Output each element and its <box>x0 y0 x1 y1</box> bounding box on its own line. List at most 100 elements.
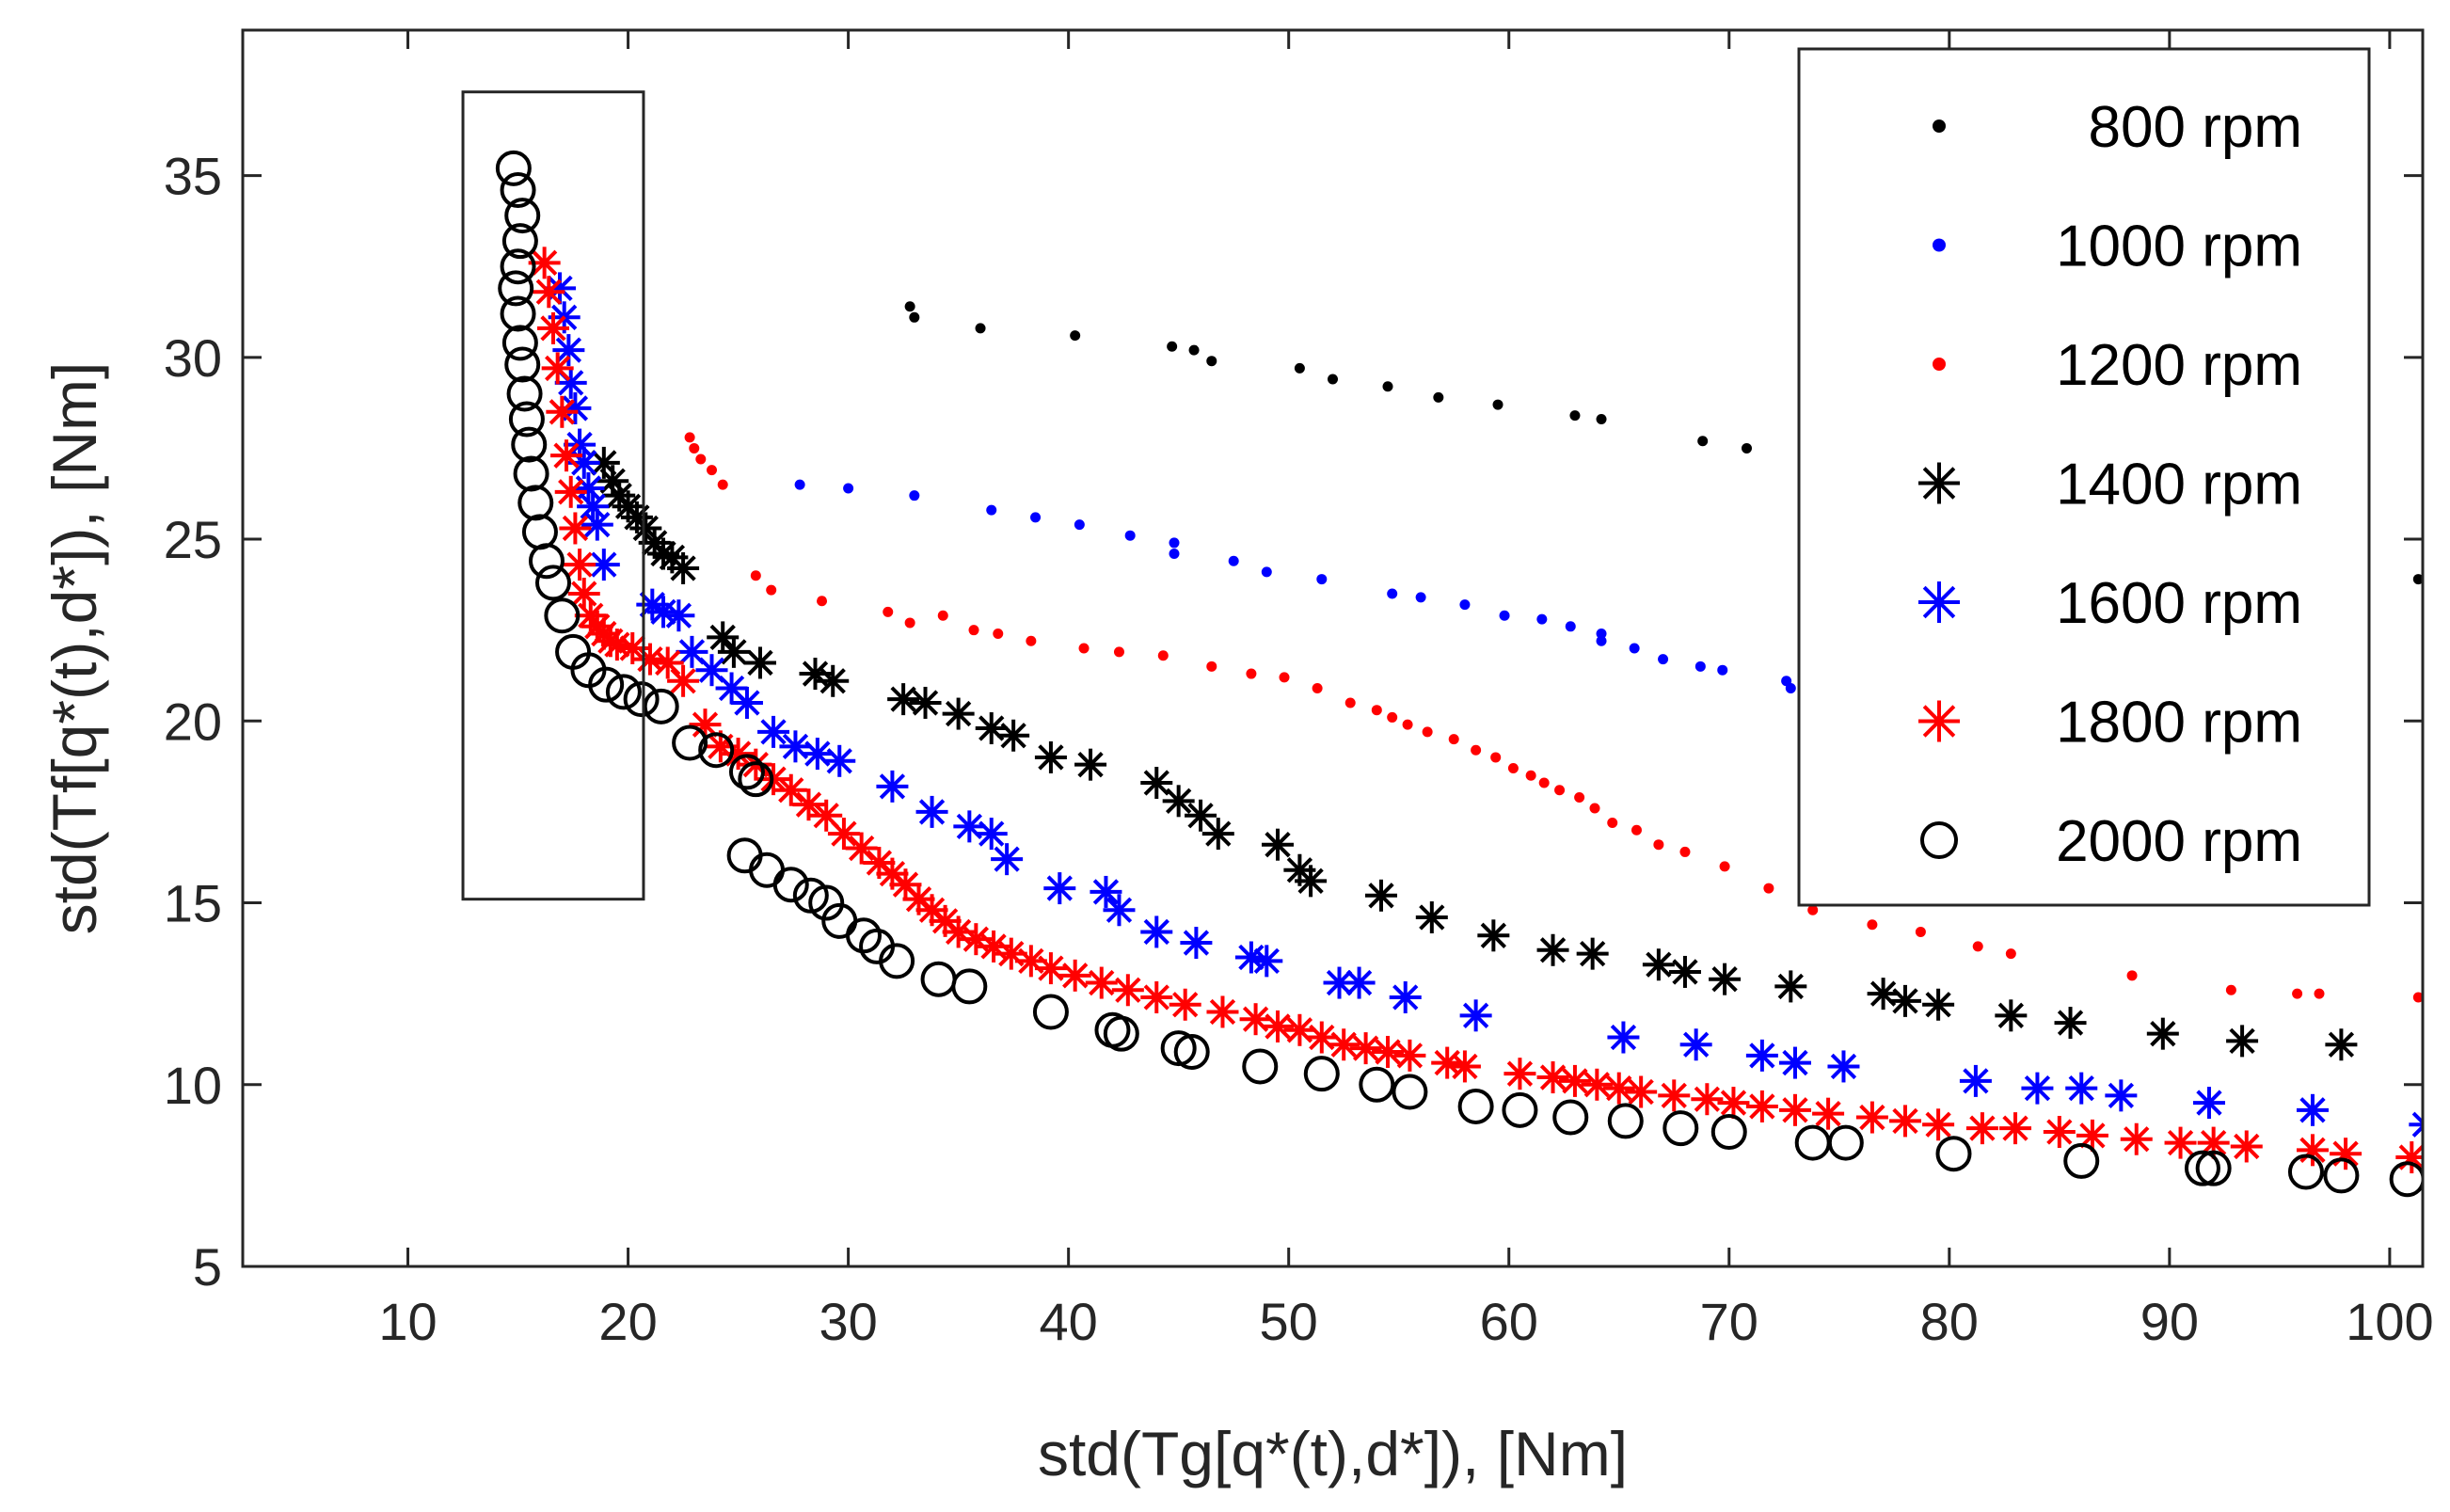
data-point <box>1422 726 1433 738</box>
data-point <box>1316 574 1328 585</box>
data-point <box>511 426 548 463</box>
legend-item: 1000 rpm <box>1933 215 2302 279</box>
data-point <box>766 584 777 596</box>
data-point <box>1490 752 1502 763</box>
data-point <box>2063 1142 2100 1179</box>
data-point <box>1778 1046 1811 1079</box>
data-point <box>968 625 979 636</box>
data-point <box>552 334 585 367</box>
legend-item: 800 rpm <box>1933 95 2302 160</box>
data-point <box>808 884 845 921</box>
data-point <box>1785 683 1796 694</box>
data-point <box>623 681 660 718</box>
data-point <box>817 664 850 697</box>
data-point <box>975 712 1008 745</box>
data-point <box>2005 948 2016 960</box>
data-point <box>667 664 700 697</box>
legend-item: 2000 rpm <box>1920 809 2302 874</box>
data-point <box>1206 661 1217 672</box>
data-point <box>1658 654 1669 665</box>
y-tick-label: 35 <box>164 147 222 206</box>
data-point <box>1889 1105 1922 1138</box>
data-point <box>698 732 735 769</box>
data-point <box>1242 1048 1279 1085</box>
data-point <box>1295 865 1328 898</box>
data-point <box>2076 1119 2108 1152</box>
data-point <box>1283 1013 1316 1046</box>
data-point <box>1349 1032 1382 1065</box>
data-point <box>1140 766 1173 799</box>
data-point <box>730 686 763 719</box>
data-point <box>909 490 920 501</box>
data-point <box>2314 988 2325 999</box>
data-point <box>1717 664 1728 676</box>
data-point <box>2325 1028 2358 1061</box>
data-point <box>1032 994 1069 1030</box>
data-point <box>1030 512 1042 523</box>
data-point <box>1103 894 1136 927</box>
data-point <box>1162 785 1195 818</box>
legend-item: 1400 rpm <box>1918 453 2302 517</box>
data-point <box>1653 839 1664 851</box>
data-point <box>1477 919 1510 952</box>
data-point <box>1995 999 2028 1032</box>
x-tick-label: 20 <box>598 1292 657 1351</box>
data-point <box>997 719 1030 752</box>
data-point <box>2043 1116 2076 1149</box>
data-point <box>1392 1074 1428 1110</box>
data-point <box>1246 668 1257 679</box>
legend: 800 rpm 1000 rpm 1200 rpm 1400 rpm 1600 rpm 1… <box>1797 47 2371 907</box>
data-point <box>1745 1090 1778 1122</box>
data-point <box>581 508 613 541</box>
data-point <box>904 301 915 312</box>
data-point <box>1188 344 1200 356</box>
data-point <box>883 606 894 617</box>
data-point <box>1972 941 1983 952</box>
data-point <box>2330 1138 2362 1170</box>
data-point <box>1294 362 1305 374</box>
data-point <box>1389 981 1422 1014</box>
data-point <box>817 596 828 607</box>
data-point <box>845 832 878 865</box>
data-point <box>1602 1072 1635 1105</box>
data-point <box>1965 1112 1998 1145</box>
data-point <box>975 818 1008 851</box>
data-point <box>1536 613 1548 625</box>
data-point <box>1694 661 1706 672</box>
data-point <box>1959 1064 1992 1097</box>
data-point <box>1471 744 1482 756</box>
data-point <box>823 744 856 777</box>
data-point <box>1933 119 1946 133</box>
data-point <box>1536 1061 1569 1094</box>
data-point <box>1574 791 1585 803</box>
data-point <box>728 754 765 790</box>
data-point <box>1261 566 1272 578</box>
data-point <box>1827 1050 1860 1083</box>
data-point <box>909 311 920 323</box>
data-point <box>1393 1039 1426 1072</box>
data-point <box>1239 1003 1272 1036</box>
series-1000-rpm <box>794 479 1796 694</box>
data-point <box>1697 436 1709 447</box>
data-point <box>605 674 642 710</box>
data-point <box>1328 374 1338 385</box>
data-point <box>2287 1154 2324 1190</box>
data-point <box>541 352 574 385</box>
x-tick-label: 50 <box>1260 1292 1318 1351</box>
data-point <box>1867 978 1900 1011</box>
data-point <box>2146 1017 2179 1050</box>
data-point <box>1629 643 1640 654</box>
data-point <box>1935 1136 1972 1172</box>
series-1200-rpm <box>684 432 2423 1003</box>
data-point <box>1855 1101 1888 1134</box>
data-point <box>1918 462 1960 504</box>
data-point <box>1558 1064 1591 1097</box>
data-point <box>1261 828 1294 861</box>
data-point <box>1070 330 1081 342</box>
data-point <box>1889 984 1922 1017</box>
data-point <box>1185 799 1217 832</box>
data-point <box>715 672 748 705</box>
data-point <box>993 629 1004 640</box>
data-point <box>1717 1087 1750 1120</box>
data-point <box>667 551 700 584</box>
